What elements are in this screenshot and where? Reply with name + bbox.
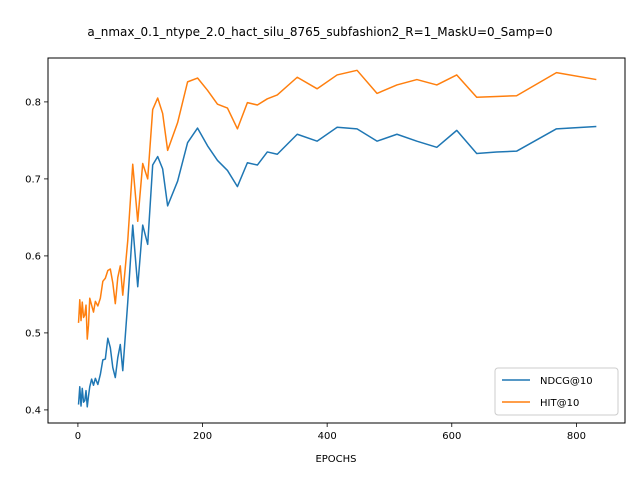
x-tick-label: 800 <box>567 431 586 442</box>
y-tick-label: 0.4 <box>25 405 41 416</box>
legend-label-ndcg: NDCG@10 <box>540 376 593 387</box>
x-tick-label: 200 <box>193 431 212 442</box>
legend-label-hit: HIT@10 <box>540 398 579 409</box>
ticks-layer: 0 200 400 600 800 0.4 0.5 0.6 0.7 0.8 <box>25 97 586 442</box>
x-axis-label: EPOCHS <box>315 454 356 465</box>
y-tick-label: 0.8 <box>25 97 41 108</box>
plot-area <box>48 58 625 423</box>
plot-frame <box>47 57 626 424</box>
y-tick-label: 0.5 <box>25 328 41 339</box>
x-tick-label: 600 <box>442 431 461 442</box>
x-tick-label: 400 <box>318 431 337 442</box>
y-tick-label: 0.7 <box>25 174 41 185</box>
legend: NDCG@10 HIT@10 <box>494 367 619 416</box>
chart-title: a_nmax_0.1_ntype_2.0_hact_silu_8765_subf… <box>87 25 552 39</box>
x-tick-label: 0 <box>75 431 81 442</box>
series-line-ndcg-10 <box>77 125 597 408</box>
y-tick-label: 0.6 <box>25 251 41 262</box>
series-layer <box>77 69 597 408</box>
series-line-hit-10 <box>77 69 597 340</box>
